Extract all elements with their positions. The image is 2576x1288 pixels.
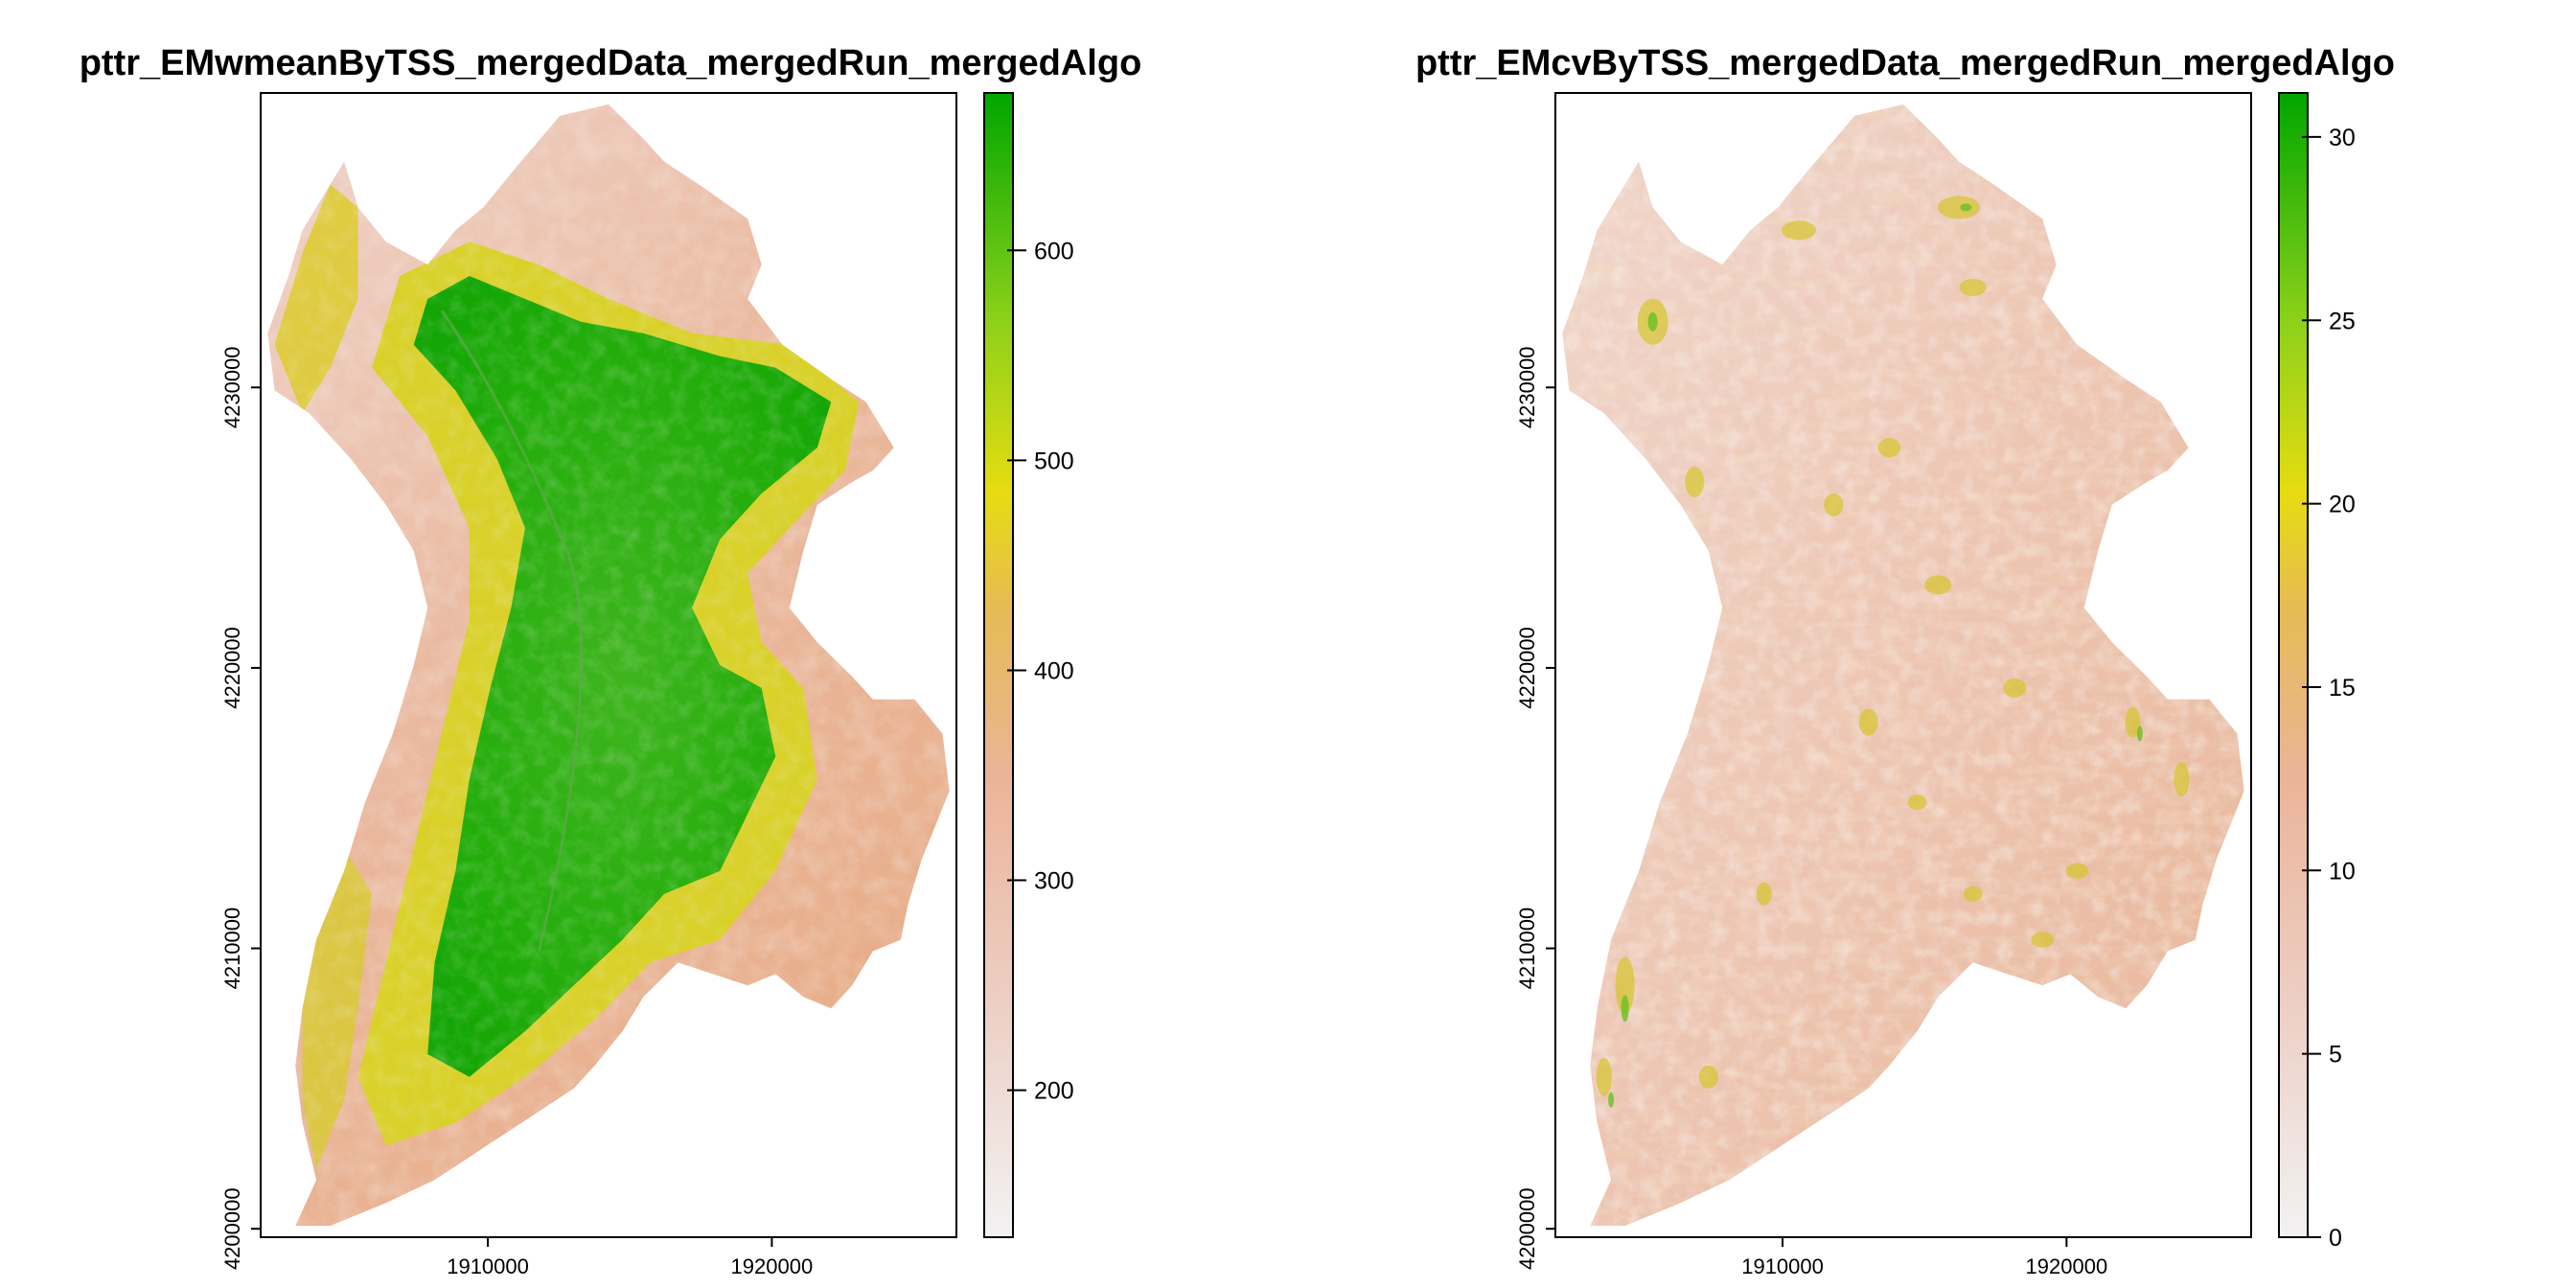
y-axis-wmean: 4200000 4210000 4220000 4230000 <box>220 346 261 1270</box>
plot-frame-cv <box>1554 92 2252 1238</box>
y-tick-label: 4200000 <box>220 1187 244 1270</box>
x-axis-wmean: 1910000 1920000 <box>447 1237 813 1278</box>
colorbar-tick-label: 600 <box>1034 238 1074 264</box>
raster-map-cv <box>1562 104 2244 1227</box>
x-tick-label: 1910000 <box>1741 1254 1824 1278</box>
panel-wmean: pttr_EMwmeanByTSS_mergedData_mergedRun_m… <box>80 43 1142 1278</box>
plot-frame-wmean <box>260 92 957 1238</box>
colorbar-tick-label: 10 <box>2329 858 2356 885</box>
y-tick-label: 4210000 <box>1515 908 1539 990</box>
panel-cv: pttr_EMcvByTSS_mergedData_mergedRun_merg… <box>1415 43 2395 1278</box>
x-tick-label: 1920000 <box>731 1254 814 1278</box>
chart-title-wmean: pttr_EMwmeanByTSS_mergedData_mergedRun_m… <box>80 43 1142 83</box>
colorbar-tick-label: 400 <box>1034 657 1074 684</box>
colorbar-tick-label: 30 <box>2329 125 2356 151</box>
x-tick-label: 1920000 <box>2026 1254 2108 1278</box>
y-tick-label: 4230000 <box>1515 346 1539 428</box>
y-axis-cv: 4200000 4210000 4220000 4230000 <box>1515 346 1555 1270</box>
colorbar-tick-label: 25 <box>2329 308 2356 334</box>
colorbar-tick-label: 20 <box>2329 492 2356 518</box>
y-tick-label: 4220000 <box>220 627 244 709</box>
y-tick-label: 4200000 <box>1515 1187 1539 1270</box>
y-tick-label: 4220000 <box>1515 627 1539 709</box>
chart-title-cv: pttr_EMcvByTSS_mergedData_mergedRun_merg… <box>1415 43 2395 83</box>
raster-map-wmean <box>267 104 950 1227</box>
colorbar-tick-label: 500 <box>1034 448 1074 474</box>
colorbar-gradient <box>2278 92 2309 1238</box>
x-tick-label: 1910000 <box>447 1254 529 1278</box>
colorbar-tick-label: 5 <box>2329 1042 2342 1069</box>
colorbar-cv: 0 5 10 15 20 25 30 <box>2278 92 2356 1252</box>
y-tick-label: 4210000 <box>220 908 244 990</box>
colorbar-tick-label: 15 <box>2329 675 2356 702</box>
x-axis-cv: 1910000 1920000 <box>1741 1237 2107 1278</box>
colorbar-tick-label: 0 <box>2329 1225 2342 1252</box>
colorbar-gradient <box>983 92 1014 1238</box>
colorbar-tick-label: 200 <box>1034 1078 1074 1105</box>
colorbar-wmean: 200 300 400 500 600 <box>983 92 1074 1238</box>
colorbar-tick-label: 300 <box>1034 868 1074 895</box>
y-tick-label: 4230000 <box>220 346 244 428</box>
